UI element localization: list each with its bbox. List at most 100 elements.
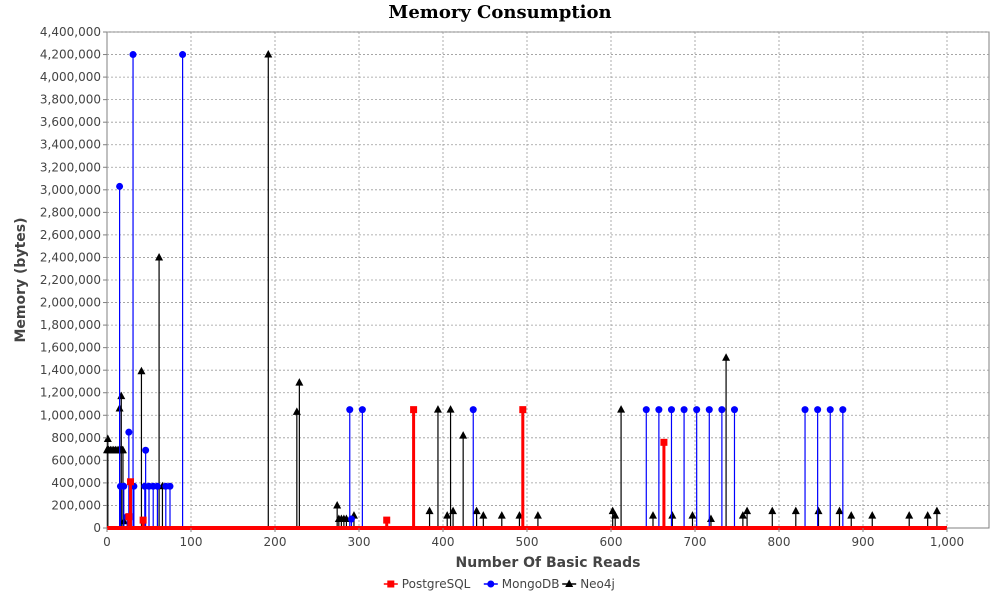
neo4j-data-point [768,506,777,515]
postgresql-data-point [383,516,391,524]
y-tick-label: 3,400,000 [40,138,101,152]
mongodb-data-point [826,406,834,414]
y-tick-label: 3,600,000 [40,115,101,129]
y-tick-label: 1,400,000 [40,363,101,377]
neo4j-data-point [459,431,468,439]
y-tick-label: 3,000,000 [40,183,101,197]
mongodb-data-point [346,406,354,414]
x-tick-label: 700 [684,535,707,549]
y-tick-label: 4,400,000 [40,25,101,39]
y-tick-label: 2,600,000 [40,228,101,242]
neo4j-data-point [449,506,458,515]
mongodb-data-point [839,406,847,414]
neo4j-data-point [722,353,731,361]
y-axis-title: Memory (bytes) [13,217,29,342]
mongodb-data-point [129,51,137,59]
y-tick-label: 4,200,000 [40,48,101,62]
neo4j-data-point [743,506,752,515]
neo4j-data-point [611,511,620,519]
x-tick-label: 800 [768,535,791,549]
neo4j-data-point [738,511,747,519]
x-axis-title: Number Of Basic Reads [456,555,641,571]
mongodb-data-point [814,406,822,414]
legend: PostgreSQL MongoDB Neo4j [383,577,615,591]
mongodb-data-point [730,406,738,414]
neo4j-data-point [137,366,146,375]
x-tick-label: 0 [103,535,111,549]
neo4j-data-point [617,405,626,413]
mongodb-data-point [116,182,124,190]
neo4j-data-point [472,506,481,515]
legend-marker [565,579,574,587]
mongodb-data-point [347,515,355,523]
y-tick-label: 1,600,000 [40,341,101,355]
mongodb-data-point [801,406,809,414]
mongodb-data-point [642,406,650,414]
neo4j-data-point [295,378,304,386]
neo4j-data-point [835,506,844,515]
grid-lines [107,31,989,528]
x-tick-label: 500 [516,535,539,549]
y-tick-label: 3,800,000 [40,93,101,107]
y-tick-label: 400,000 [51,476,101,490]
legend-marker [387,580,395,588]
neo4j-data-point [814,506,823,515]
x-tick-label: 600 [600,535,623,549]
mongodb-data-point [153,482,161,490]
mongodb-data-point [142,446,150,454]
legend-item-neo4j: Neo4j [562,577,615,591]
neo4j-data-point [446,405,455,413]
neo4j-data-point [533,511,542,519]
postgresql-data-point [125,513,133,521]
neo4j-data-point [497,511,506,519]
mongodb-data-point [680,406,688,414]
x-tick-label: 1,000 [930,535,964,549]
neo4j-data-point [155,252,164,261]
axes: 0 200,000 400,000 600,000 800,000 1,000,000 1,… [40,25,964,549]
mongodb-data-point [179,51,187,59]
mongodb-data-point [655,406,663,414]
mongodb-data-point [166,482,174,490]
y-tick-label: 4,000,000 [40,70,101,84]
mongodb-data-point [705,406,713,414]
chart-title: Memory Consumption [388,2,611,23]
x-tick-label: 100 [180,535,203,549]
neo4j-data-point [425,506,434,515]
legend-item-postgresql: PostgreSQL [383,577,471,591]
y-tick-label: 2,200,000 [40,273,101,287]
postgresql-data-point [139,516,147,524]
x-tick-label: 400 [432,535,455,549]
y-tick-label: 3,200,000 [40,160,101,174]
neo4j-data-point [433,405,442,413]
neo4j-data-point [688,511,697,519]
neo4j-data-point [923,511,932,519]
neo4j-data-point [668,511,677,519]
mongodb-data-point [358,406,366,414]
neo4j-data-point [333,500,342,509]
postgresql-data-point [660,438,668,446]
legend-label: PostgreSQL [402,577,471,591]
legend-marker [487,580,495,588]
y-tick-label: 800,000 [51,431,101,445]
neo4j-data-point [443,511,452,519]
neo4j-data-point [905,511,914,519]
y-tick-label: 2,000,000 [40,296,101,310]
x-tick-label: 300 [348,535,371,549]
neo4j-data-point [868,511,877,519]
mongodb-data-point [125,428,133,436]
x-tick-label: 900 [852,535,875,549]
neo4j-data-point [932,506,941,515]
legend-item-mongodb: MongoDB [483,577,560,591]
neo4j-data-point [103,434,112,442]
y-tick-label: 1,200,000 [40,386,101,400]
postgresql-data-point [127,478,135,486]
postgresql-data-point [410,406,418,414]
y-tick-label: 1,000,000 [40,408,101,422]
neo4j-data-point [118,445,127,454]
neo4j-data-point [791,506,800,515]
x-tick-label: 200 [264,535,287,549]
y-tick-label: 2,800,000 [40,205,101,219]
mongodb-data-point [120,482,128,490]
mongodb-data-point [469,406,477,414]
neo4j-data-point [479,511,488,519]
